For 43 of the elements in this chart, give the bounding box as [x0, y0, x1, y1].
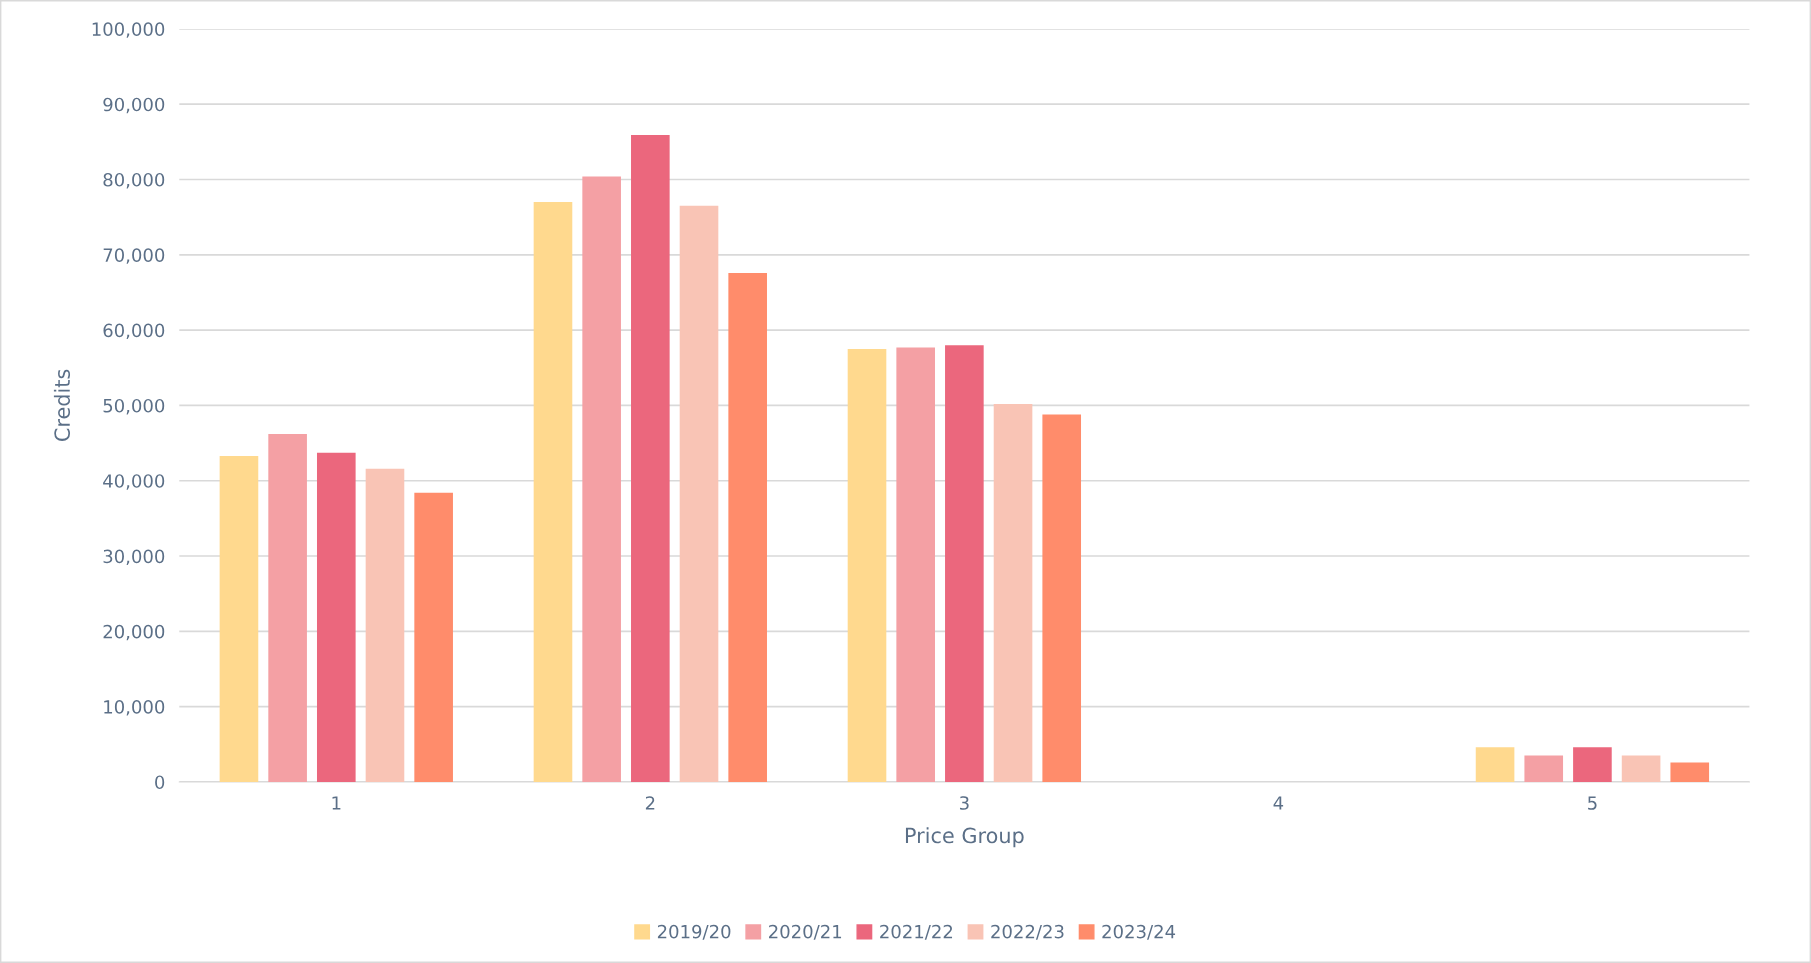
bar [631, 135, 670, 782]
y-axis-title: Credits [53, 369, 71, 441]
bar [1524, 755, 1564, 782]
y-tick-label: 30,000 [103, 549, 165, 565]
bar [1621, 755, 1661, 782]
bar [1042, 414, 1082, 782]
legend-label: 2020/21 [769, 924, 842, 940]
bar [945, 345, 984, 782]
bar [1670, 762, 1710, 782]
bar [533, 202, 573, 782]
y-tick-label: 90,000 [103, 97, 165, 114]
y-tick-label: 80,000 [103, 172, 165, 189]
bar [993, 403, 1033, 782]
legend-label: 2023/24 [1102, 924, 1176, 940]
bar [268, 434, 307, 782]
y-tick-label: 100,000 [92, 22, 165, 38]
x-tick-label: 4 [1273, 796, 1284, 810]
bar [1573, 747, 1612, 782]
bar [219, 455, 259, 782]
bar [896, 347, 935, 782]
y-tick-label: 10,000 [104, 700, 165, 716]
bar [365, 468, 405, 782]
y-tick-label: 60,000 [103, 323, 165, 340]
bar [582, 176, 621, 782]
y-tick-label: 70,000 [103, 248, 165, 264]
bar [728, 272, 767, 782]
bar [1475, 747, 1515, 782]
x-axis-title: Price Group [905, 827, 1024, 848]
legend-label: 2022/23 [991, 924, 1064, 940]
x-tick-label: 2 [645, 796, 655, 810]
x-tick-label: 5 [1588, 796, 1597, 810]
legend-label: 2021/22 [880, 924, 953, 940]
bar [316, 452, 356, 782]
y-tick-label: 20,000 [103, 624, 165, 641]
bar [847, 348, 887, 782]
y-tick-label: 40,000 [103, 474, 165, 490]
y-tick-label: 0 [155, 775, 165, 790]
bar [679, 205, 719, 782]
bar [414, 492, 453, 782]
y-tick-label: 50,000 [103, 398, 165, 415]
x-tick-label: 1 [332, 796, 341, 810]
legend-label: 2019/20 [657, 924, 731, 940]
x-tick-label: 3 [959, 796, 969, 810]
